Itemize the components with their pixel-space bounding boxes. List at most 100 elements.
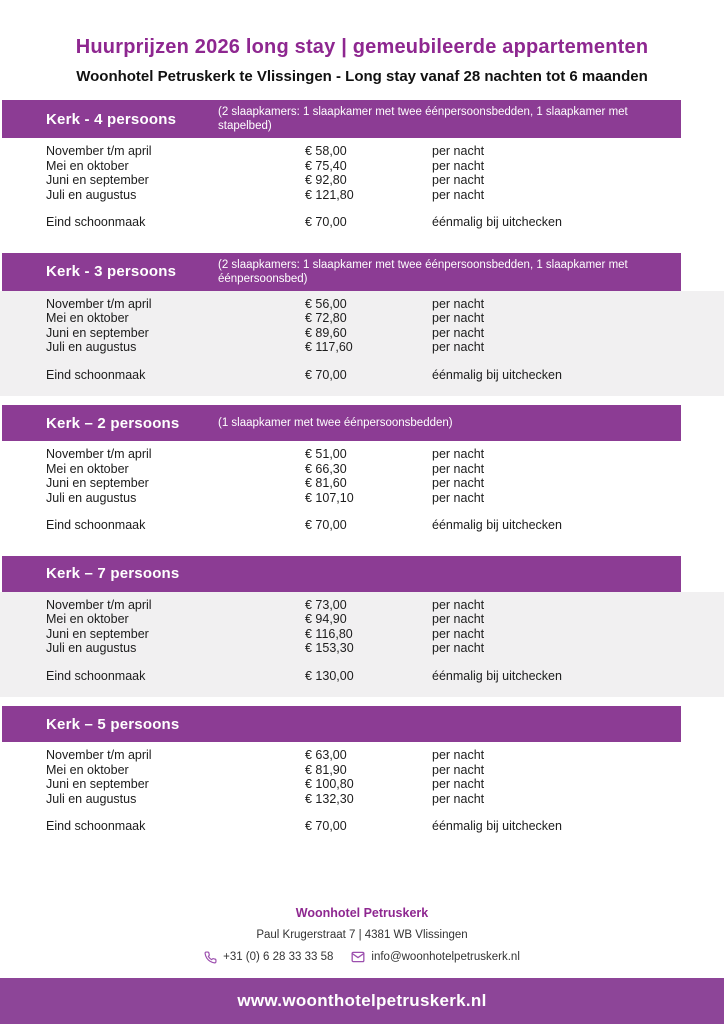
phone-icon xyxy=(204,950,217,964)
price-unit: éénmalig bij uitchecken xyxy=(432,518,562,532)
price-unit: per nacht xyxy=(432,144,485,158)
section-rows: November t/m april € 51,00 per nacht Mei… xyxy=(0,441,724,547)
price-row: Mei en oktober € 66,30 per nacht xyxy=(0,462,724,477)
price-value: € 116,80 xyxy=(305,626,353,641)
contact-line: +31 (0) 6 28 33 33 58 info@woonhotelpetr… xyxy=(0,950,724,964)
season-label: November t/m april xyxy=(46,447,152,461)
price-row: November t/m april € 56,00 per nacht xyxy=(0,297,724,312)
season-label: Juli en augustus xyxy=(46,187,137,202)
season-label: Eind schoonmaak xyxy=(46,518,146,532)
price-value: € 89,60 xyxy=(305,325,347,340)
section-header-bar: Kerk – 5 persoons xyxy=(2,706,681,742)
section-title: Kerk - 4 persoons xyxy=(46,110,177,128)
price-unit: per nacht xyxy=(432,173,485,187)
price-value: € 56,00 xyxy=(305,296,347,311)
price-value: € 70,00 xyxy=(305,819,347,833)
price-row: November t/m april € 51,00 per nacht xyxy=(0,447,724,462)
price-unit: per nacht xyxy=(432,791,485,806)
price-unit: per nacht xyxy=(432,476,485,490)
price-value: € 81,90 xyxy=(305,762,347,777)
price-value: € 121,80 xyxy=(305,187,354,202)
section-rows: November t/m april € 73,00 per nacht Mei… xyxy=(0,591,724,697)
email-address[interactable]: info@woonhotelpetruskerk.nl xyxy=(371,951,520,963)
phone-number: +31 (0) 6 28 33 33 58 xyxy=(223,951,334,963)
email-icon xyxy=(351,950,365,964)
price-row: Juni en september € 89,60 per nacht xyxy=(0,326,724,341)
contact-footer: Woonhotel Petruskerk Paul Krugerstraat 7… xyxy=(0,906,724,964)
price-row: Juni en september € 116,80 per nacht xyxy=(0,627,724,642)
price-unit: per nacht xyxy=(432,325,485,340)
price-value: € 92,80 xyxy=(305,173,347,187)
section-description: (2 slaapkamers: 1 slaapkamer met twee éé… xyxy=(218,258,628,285)
price-value: € 70,00 xyxy=(305,518,347,532)
price-unit: éénmalig bij uitchecken xyxy=(432,367,562,382)
cleaning-fee-row: Eind schoonmaak € 70,00 éénmalig bij uit… xyxy=(0,518,724,533)
price-value: € 70,00 xyxy=(305,367,347,382)
price-unit: per nacht xyxy=(432,158,485,173)
page-subtitle: Woonhotel Petruskerk te Vlissingen - Lon… xyxy=(76,68,648,85)
season-label: November t/m april xyxy=(46,296,152,311)
section-title: Kerk – 5 persoons xyxy=(46,715,180,733)
section-description: (2 slaapkamers: 1 slaapkamer met twee éé… xyxy=(218,106,628,132)
section-rows: November t/m april € 58,00 per nacht Mei… xyxy=(0,138,724,244)
season-label: Juli en augustus xyxy=(46,791,137,806)
season-label: Mei en oktober xyxy=(46,762,129,777)
section-kerk-2-persoons: Kerk – 2 persoons (1 slaapkamer met twee… xyxy=(0,405,724,547)
season-label: November t/m april xyxy=(46,144,152,158)
price-unit: per nacht xyxy=(432,612,485,626)
section-kerk-4-persoons: Kerk - 4 persoons (2 slaapkamers: 1 slaa… xyxy=(0,100,724,244)
price-value: € 153,30 xyxy=(305,641,354,655)
season-label: Juni en september xyxy=(46,777,149,791)
section-kerk-7-persoons: Kerk – 7 persoons November t/m april € 7… xyxy=(0,555,724,697)
section-header-bar: Kerk - 4 persoons (2 slaapkamers: 1 slaa… xyxy=(2,100,681,138)
section-description: (1 slaapkamer met twee éénpersoonsbedden… xyxy=(218,417,453,429)
price-unit: per nacht xyxy=(432,187,485,202)
price-value: € 81,60 xyxy=(305,476,347,490)
price-row: Juli en augustus € 107,10 per nacht xyxy=(0,491,724,506)
section-header-bar: Kerk – 2 persoons (1 slaapkamer met twee… xyxy=(2,405,681,441)
price-unit: per nacht xyxy=(432,296,485,311)
price-unit: éénmalig bij uitchecken xyxy=(432,668,562,683)
price-value: € 51,00 xyxy=(305,447,347,461)
price-value: € 94,90 xyxy=(305,612,347,626)
hotel-address: Paul Krugerstraat 7 | 4381 WB Vlissingen xyxy=(256,929,468,941)
price-value: € 63,00 xyxy=(305,748,347,762)
price-value: € 70,00 xyxy=(305,215,347,229)
price-unit: per nacht xyxy=(432,311,485,325)
season-label: Juni en september xyxy=(46,626,149,641)
document-header: Huurprijzen 2026 long stay | gemeubileer… xyxy=(0,0,724,85)
price-value: € 107,10 xyxy=(305,490,354,505)
price-row: Juli en augustus € 117,60 per nacht xyxy=(0,340,724,355)
cleaning-fee-row: Eind schoonmaak € 70,00 éénmalig bij uit… xyxy=(0,819,724,834)
season-label: Juli en augustus xyxy=(46,641,137,655)
section-title: Kerk - 3 persoons xyxy=(46,263,177,280)
cleaning-fee-row: Eind schoonmaak € 70,00 éénmalig bij uit… xyxy=(0,368,724,383)
price-value: € 75,40 xyxy=(305,158,347,173)
price-row: November t/m april € 73,00 per nacht xyxy=(0,598,724,613)
price-unit: per nacht xyxy=(432,447,485,461)
price-row: Juli en augustus € 153,30 per nacht xyxy=(0,641,724,656)
price-value: € 117,60 xyxy=(305,340,353,354)
price-unit: per nacht xyxy=(432,748,485,762)
hotel-name: Woonhotel Petruskerk xyxy=(295,906,429,920)
email-group: info@woonhotelpetruskerk.nl xyxy=(351,950,520,964)
season-label: Eind schoonmaak xyxy=(46,215,146,229)
price-unit: éénmalig bij uitchecken xyxy=(432,819,562,833)
page-title: Huurprijzen 2026 long stay | gemeubileer… xyxy=(75,36,649,58)
section-rows: November t/m april € 56,00 per nacht Mei… xyxy=(0,290,724,396)
price-row: Juli en augustus € 132,30 per nacht xyxy=(0,792,724,807)
section-header-bar: Kerk - 3 persoons (2 slaapkamers: 1 slaa… xyxy=(2,252,681,291)
website-url[interactable]: www.woonthotelpetruskerk.nl xyxy=(237,991,487,1010)
website-bar: www.woonthotelpetruskerk.nl xyxy=(0,978,724,1024)
season-label: Juli en augustus xyxy=(46,490,137,505)
price-sections: Kerk - 4 persoons (2 slaapkamers: 1 slaa… xyxy=(0,100,724,848)
price-unit: per nacht xyxy=(432,490,485,505)
price-value: € 130,00 xyxy=(305,668,354,683)
price-row: Juni en september € 92,80 per nacht xyxy=(0,173,724,188)
season-label: Juni en september xyxy=(46,173,149,187)
price-value: € 132,30 xyxy=(305,791,354,806)
price-row: Mei en oktober € 81,90 per nacht xyxy=(0,763,724,778)
price-row: November t/m april € 58,00 per nacht xyxy=(0,144,724,159)
price-value: € 73,00 xyxy=(305,597,347,612)
